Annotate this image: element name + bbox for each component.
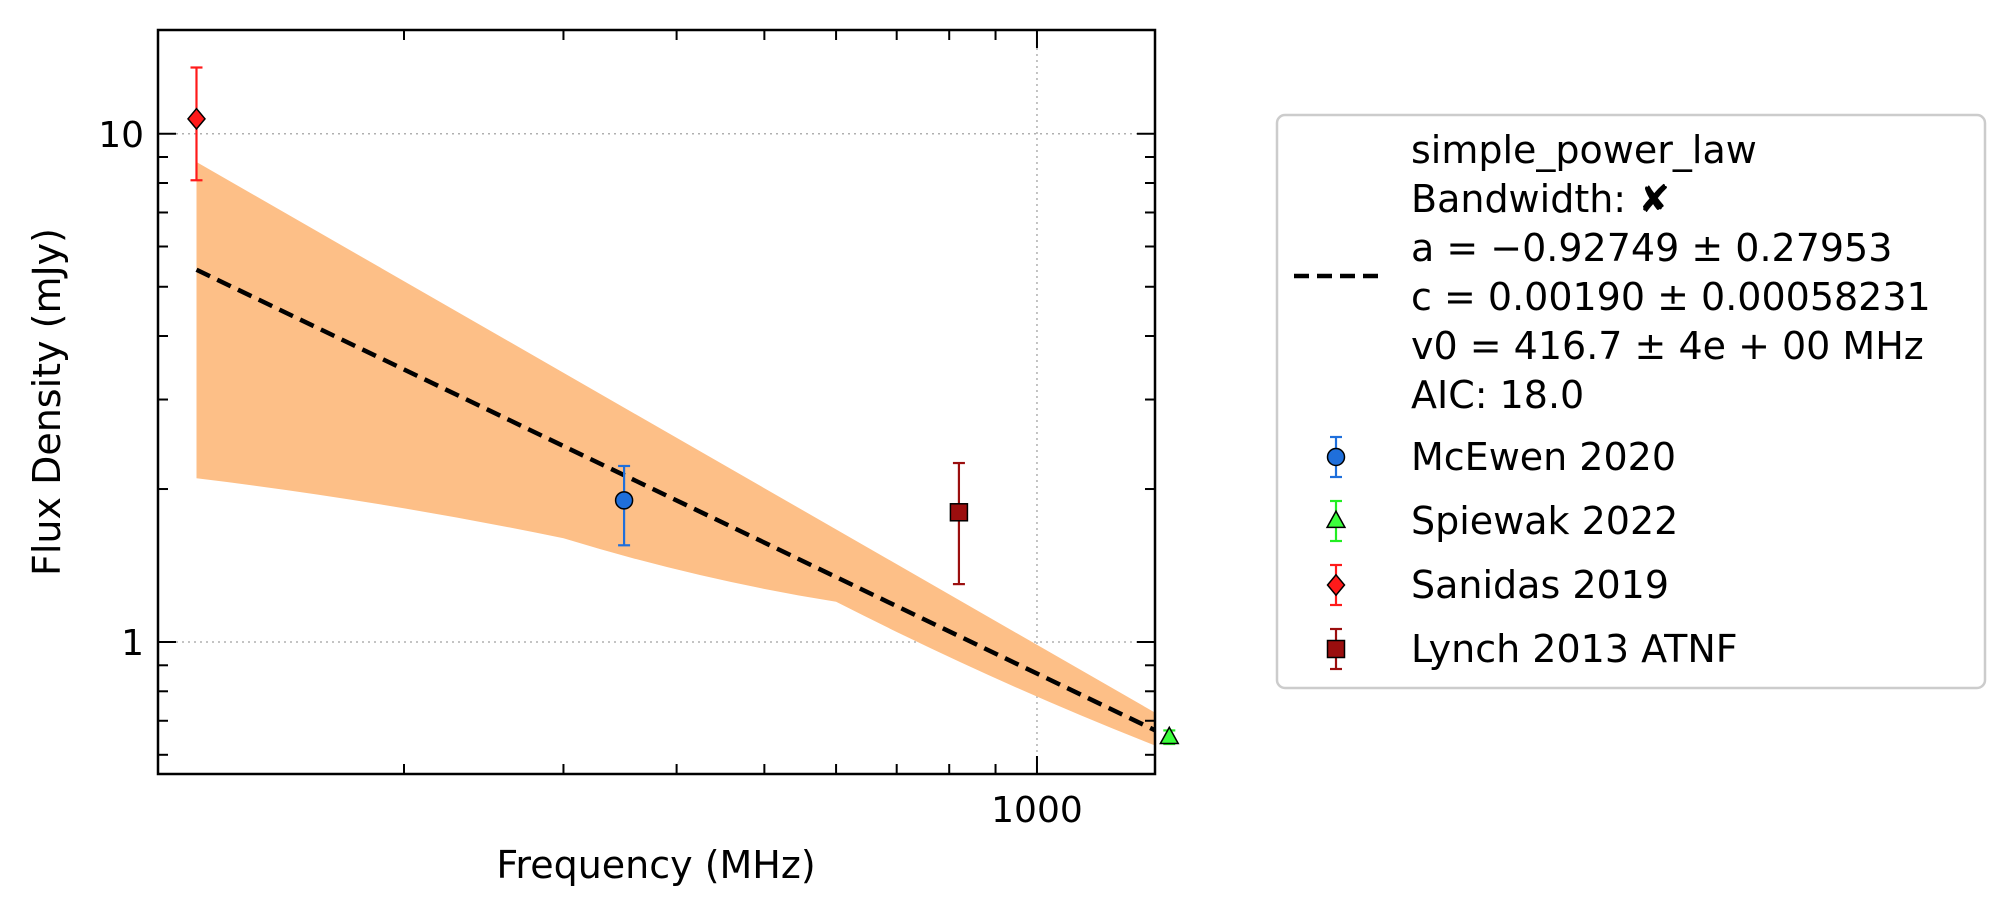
legend-series-label: Lynch 2013 ATNF xyxy=(1411,627,1738,671)
data-point-marker xyxy=(187,107,206,131)
data-points-layer xyxy=(187,66,1180,746)
plot-frame xyxy=(156,28,1157,776)
legend-bandwidth: Bandwidth: ✘ xyxy=(1411,177,1670,221)
legend-marker-circle xyxy=(1326,447,1346,467)
x-axis-title: Frequency (MHz) xyxy=(496,843,815,887)
legend-marker-triangle xyxy=(1325,509,1347,529)
legend-bandwidth-label: Bandwidth: xyxy=(1411,177,1638,221)
legend-marker-square xyxy=(1326,639,1346,659)
legend-series-label: McEwen 2020 xyxy=(1411,435,1676,479)
legend-fit-a: a = −0.92749 ± 0.27953 xyxy=(1411,226,1892,270)
data-point-marker xyxy=(1159,725,1180,745)
fit-line-layer xyxy=(195,267,1155,733)
cross-mark-icon: ✘ xyxy=(1638,177,1670,221)
legend-fit-name: simple_power_law xyxy=(1411,128,1757,172)
legend: simple_power_law Bandwidth: ✘ a = −0.927… xyxy=(1275,113,1987,690)
legend-fit-v0: v0 = 416.7 ± 4e + 00 MHz xyxy=(1411,324,1924,368)
y-tick-label: 1 xyxy=(121,623,144,664)
tick-labels: 1000 1 10 xyxy=(98,115,1083,831)
x-tick-label: 1000 xyxy=(991,790,1083,831)
data-point-marker xyxy=(614,491,634,510)
y-axis-title: Flux Density (mJy) xyxy=(25,228,69,576)
legend-series-label: Spiewak 2022 xyxy=(1411,499,1678,543)
fit-line xyxy=(195,267,1155,733)
axis-ticks xyxy=(158,30,1155,774)
confidence-band-layer xyxy=(196,162,1155,746)
legend-fit-aic: AIC: 18.0 xyxy=(1411,373,1584,417)
y-tick-label: 10 xyxy=(98,115,144,156)
legend-marker-diamond xyxy=(1326,573,1346,597)
legend-fit-c: c = 0.00190 ± 0.00058231 xyxy=(1411,275,1931,319)
legend-series-label: Sanidas 2019 xyxy=(1411,563,1669,607)
data-point-marker xyxy=(949,503,969,522)
legend-series-entries: McEwen 2020 Spiewak 2022 Sanidas 2019 Lynch… xyxy=(1325,435,1738,671)
confidence-band xyxy=(196,162,1155,746)
legend-box xyxy=(1275,113,1987,690)
